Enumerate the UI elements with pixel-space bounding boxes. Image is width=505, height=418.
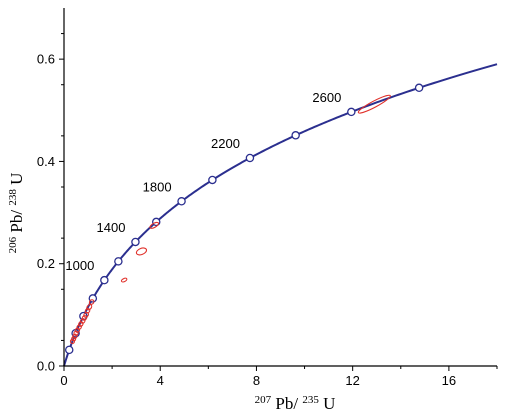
x-title-sup-a: 207 [255, 394, 272, 406]
error-ellipse-14 [73, 330, 79, 336]
y-tick-label-0.4: 0.4 [37, 154, 55, 169]
y-tick-label-0.2: 0.2 [37, 256, 55, 271]
age-label-2200: 2200 [211, 136, 240, 151]
concordia-age-marker-2200 [245, 153, 255, 163]
axes: 0 4 8 12 16 0.0 0.2 0.4 0.6 [37, 8, 498, 388]
concordia-age-marker-2000 [208, 175, 217, 185]
error-ellipse-8 [83, 311, 89, 318]
x-tick-label-16: 16 [442, 373, 456, 388]
age-label-2600: 2600 [312, 90, 341, 105]
error-ellipse-17 [69, 338, 75, 344]
error-ellipse-10 [80, 318, 86, 324]
y-tick-label-0.6: 0.6 [37, 52, 55, 67]
age-label-1400: 1400 [97, 220, 126, 235]
age-label-1800: 1800 [143, 179, 172, 194]
error-ellipse-4 [120, 277, 128, 283]
error-ellipse-6 [86, 304, 93, 311]
y-axis-title: 206 Pb/ 238 U [1, 173, 26, 254]
error-ellipse-16 [71, 336, 77, 342]
x-tick-label-0: 0 [60, 373, 67, 388]
error-ellipse-11 [78, 321, 84, 327]
error-ellipse-3 [135, 247, 148, 256]
x-tick-label-8: 8 [253, 373, 260, 388]
error-ellipse-5 [88, 299, 95, 305]
y-title-main: Pb/ [7, 210, 26, 233]
concordia-curve [63, 63, 498, 367]
plot-area: 1000 1400 1800 2200 2600 [63, 63, 498, 367]
concordia-age-marker-1000 [100, 275, 109, 285]
y-title-sup-a: 206 [7, 236, 19, 253]
x-tick-label-12: 12 [345, 373, 359, 388]
concordia-age-marker-1400 [131, 237, 140, 247]
concordia-age-marker-2800 [414, 83, 424, 93]
error-ellipse-15 [72, 333, 78, 340]
concordia-age-marker-2600 [347, 107, 356, 117]
x-title-tail: U [323, 394, 335, 413]
age-label-1000: 1000 [65, 258, 94, 273]
error-ellipse-13 [74, 327, 81, 333]
error-ellipse-1 [357, 94, 391, 114]
x-axis-title: 207 Pb/ 235 U [255, 388, 336, 413]
error-ellipse-2 [149, 221, 160, 229]
x-title-sup-b: 235 [302, 394, 319, 406]
y-title-sup-b: 238 [7, 189, 19, 206]
y-tick-label-0: 0.0 [37, 359, 55, 374]
concordia-age-marker-2400 [291, 131, 300, 140]
x-tick-label-4: 4 [157, 373, 164, 388]
y-title-tail: U [7, 173, 26, 185]
error-ellipse-12 [76, 324, 82, 330]
x-title-main: Pb/ [275, 394, 298, 413]
error-ellipse-9 [81, 315, 88, 321]
concordia-age-marker-1200 [114, 257, 123, 266]
concordia-age-marker-200 [64, 345, 74, 355]
concordia-age-marker-1800 [177, 197, 186, 206]
